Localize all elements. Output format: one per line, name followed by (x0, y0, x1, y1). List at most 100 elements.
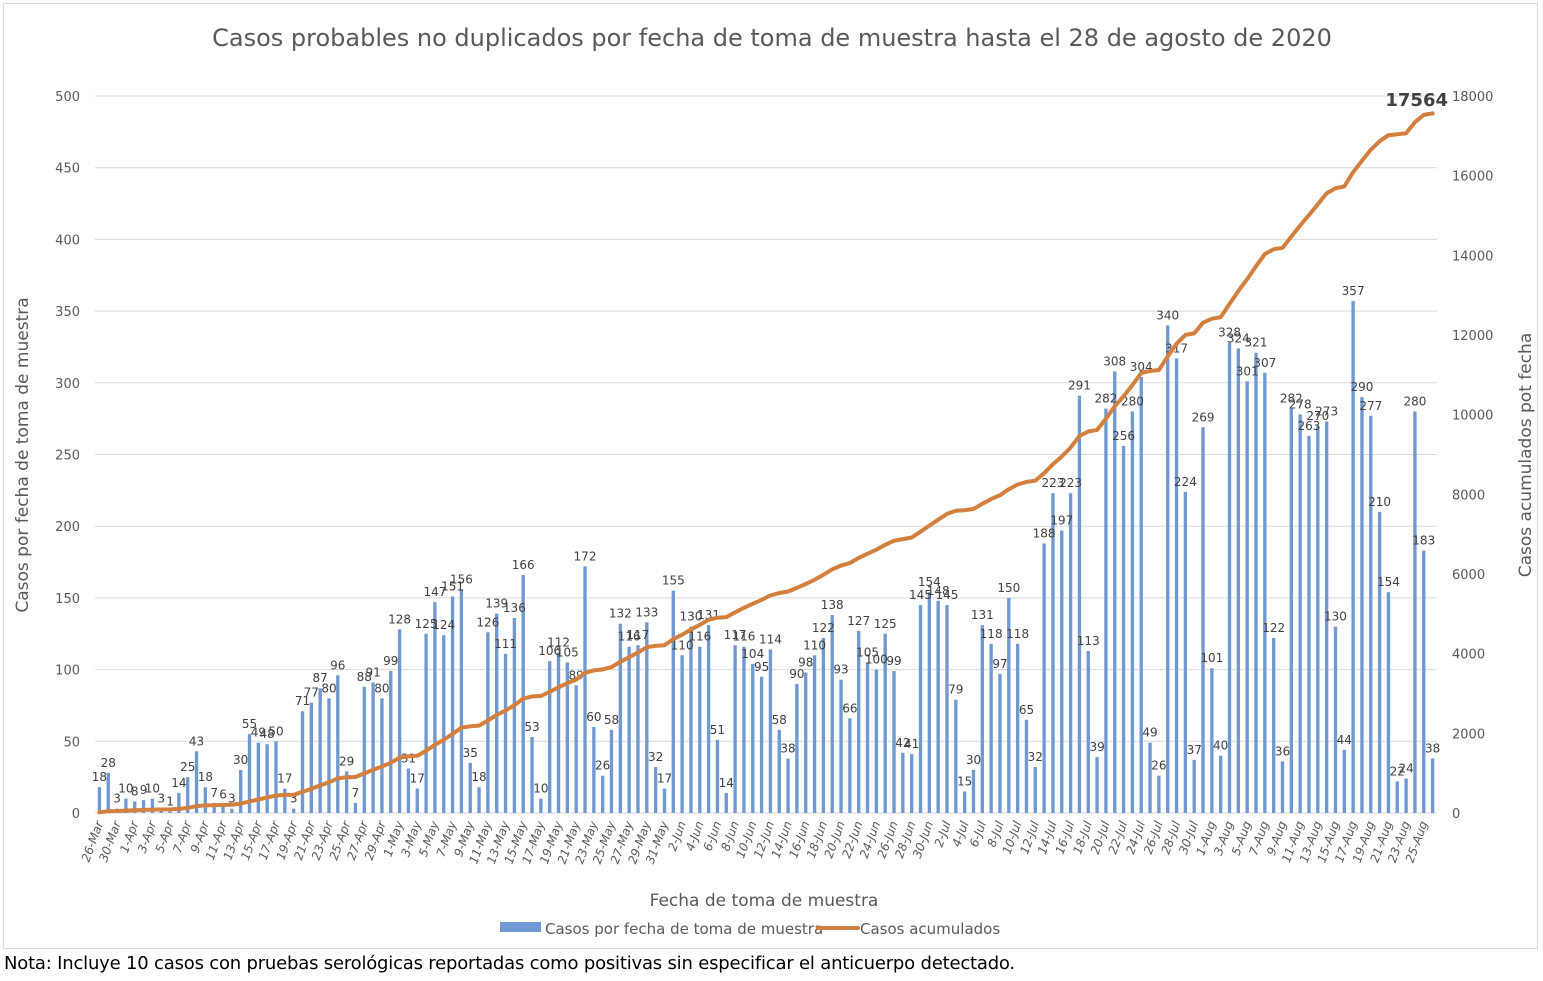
y-tick-label: 0 (72, 807, 80, 822)
bar-value-label: 128 (388, 612, 411, 626)
bar (706, 625, 711, 813)
bar-value-label: 88 (357, 670, 372, 684)
bar (653, 767, 658, 813)
bar (442, 635, 446, 813)
bar (327, 698, 331, 813)
y2-tick-label: 6000 (1452, 568, 1485, 583)
bar-value-label: 116 (688, 630, 711, 644)
bar (645, 622, 649, 813)
bar (1086, 650, 1090, 813)
bar-value-label: 1 (166, 795, 174, 809)
bar-value-label: 18 (471, 770, 486, 784)
bar-value-label: 321 (1245, 336, 1268, 350)
y-axis-label: Casos por fecha de toma de muestra (13, 297, 33, 612)
bar-value-label: 7 (352, 786, 360, 800)
bar (548, 660, 552, 813)
bar (133, 801, 137, 813)
bar-value-label: 136 (503, 601, 526, 615)
bar-value-label: 340 (1156, 308, 1179, 322)
bar-value-label: 87 (312, 671, 327, 685)
bar-value-label: 80 (374, 681, 389, 695)
bar (962, 791, 967, 813)
bar (1201, 427, 1205, 813)
bar-value-label: 17 (277, 772, 292, 786)
bar-value-label: 111 (494, 637, 517, 651)
bar (971, 769, 976, 813)
bar (1148, 742, 1152, 813)
legend-label-line: Casos acumulados (860, 920, 1000, 938)
bar (1324, 421, 1329, 813)
bar-value-label: 37 (1187, 743, 1202, 757)
bar (1333, 626, 1338, 813)
bar-value-label: 113 (1077, 634, 1100, 648)
y2-tick-label: 2000 (1452, 727, 1485, 742)
bar-value-label: 10 (145, 782, 160, 796)
bar (124, 798, 128, 813)
bar (1422, 550, 1426, 813)
bar-value-label: 30 (233, 753, 248, 767)
bar (141, 800, 146, 813)
bar-value-label: 95 (754, 660, 769, 674)
bar-value-label: 125 (874, 617, 897, 631)
y2-tick-label: 0 (1452, 807, 1460, 822)
y-axis-ticks: 0 50 100 150 200 250 300 350 400 450 500 (55, 90, 80, 822)
bar (1183, 491, 1188, 813)
bar (1413, 411, 1417, 813)
bar (283, 788, 287, 813)
y2-tick-label: 8000 (1452, 488, 1485, 503)
bar-value-label: 58 (772, 713, 787, 727)
bar-value-label: 130 (1324, 610, 1347, 624)
bar (1033, 767, 1037, 813)
bar (1377, 511, 1382, 813)
y-tick-label: 250 (55, 449, 80, 464)
bar (194, 751, 199, 813)
bar (424, 633, 428, 813)
bar-value-label: 145 (909, 588, 932, 602)
bar (733, 645, 737, 813)
y2-tick-label: 10000 (1452, 409, 1493, 424)
bar (848, 718, 852, 813)
bar (795, 683, 799, 813)
bar-value-label: 17 (410, 772, 425, 786)
bar (468, 762, 472, 813)
bar-value-label: 308 (1103, 354, 1126, 368)
bar-value-label: 26 (1151, 759, 1166, 773)
bar (477, 787, 481, 813)
bar (433, 602, 437, 813)
bar-value-label: 155 (662, 574, 685, 588)
bar-value-label: 3 (113, 792, 121, 806)
y2-axis-label: Casos acumulados pot fecha (1516, 333, 1536, 578)
bar (203, 787, 208, 813)
bar (397, 629, 402, 813)
bar-value-label: 138 (821, 598, 844, 612)
bar-value-label: 93 (833, 663, 848, 677)
bar-value-label: 280 (1121, 394, 1144, 408)
bar (1139, 377, 1143, 813)
bar (186, 777, 190, 813)
bar (1289, 408, 1293, 813)
bar-value-label: 263 (1298, 419, 1321, 433)
bar (565, 662, 570, 813)
bar (1060, 530, 1064, 813)
bar (380, 698, 384, 813)
bar-value-label: 197 (1050, 514, 1073, 528)
bar (1130, 411, 1135, 813)
bar-value-label: 50 (268, 724, 283, 738)
bar-value-label: 101 (1200, 651, 1223, 665)
bar (247, 734, 252, 813)
bar-value-label: 224 (1174, 475, 1197, 489)
bar-value-label: 210 (1368, 495, 1391, 509)
bar-value-label: 6 (219, 787, 227, 801)
bar-value-label: 14 (719, 776, 734, 790)
footnote: Nota: Incluye 10 casos con pruebas serol… (4, 953, 1015, 974)
bar (1351, 301, 1355, 813)
bar-value-label: 32 (1028, 750, 1043, 764)
bar-value-label: 25 (180, 760, 195, 774)
bar-value-label: 145 (936, 588, 959, 602)
bar (1042, 543, 1046, 813)
bar-value-label: 269 (1192, 410, 1215, 424)
bar (1386, 592, 1391, 813)
bar (1369, 415, 1373, 813)
bar-value-label: 48 (260, 727, 275, 741)
bar (954, 699, 958, 813)
